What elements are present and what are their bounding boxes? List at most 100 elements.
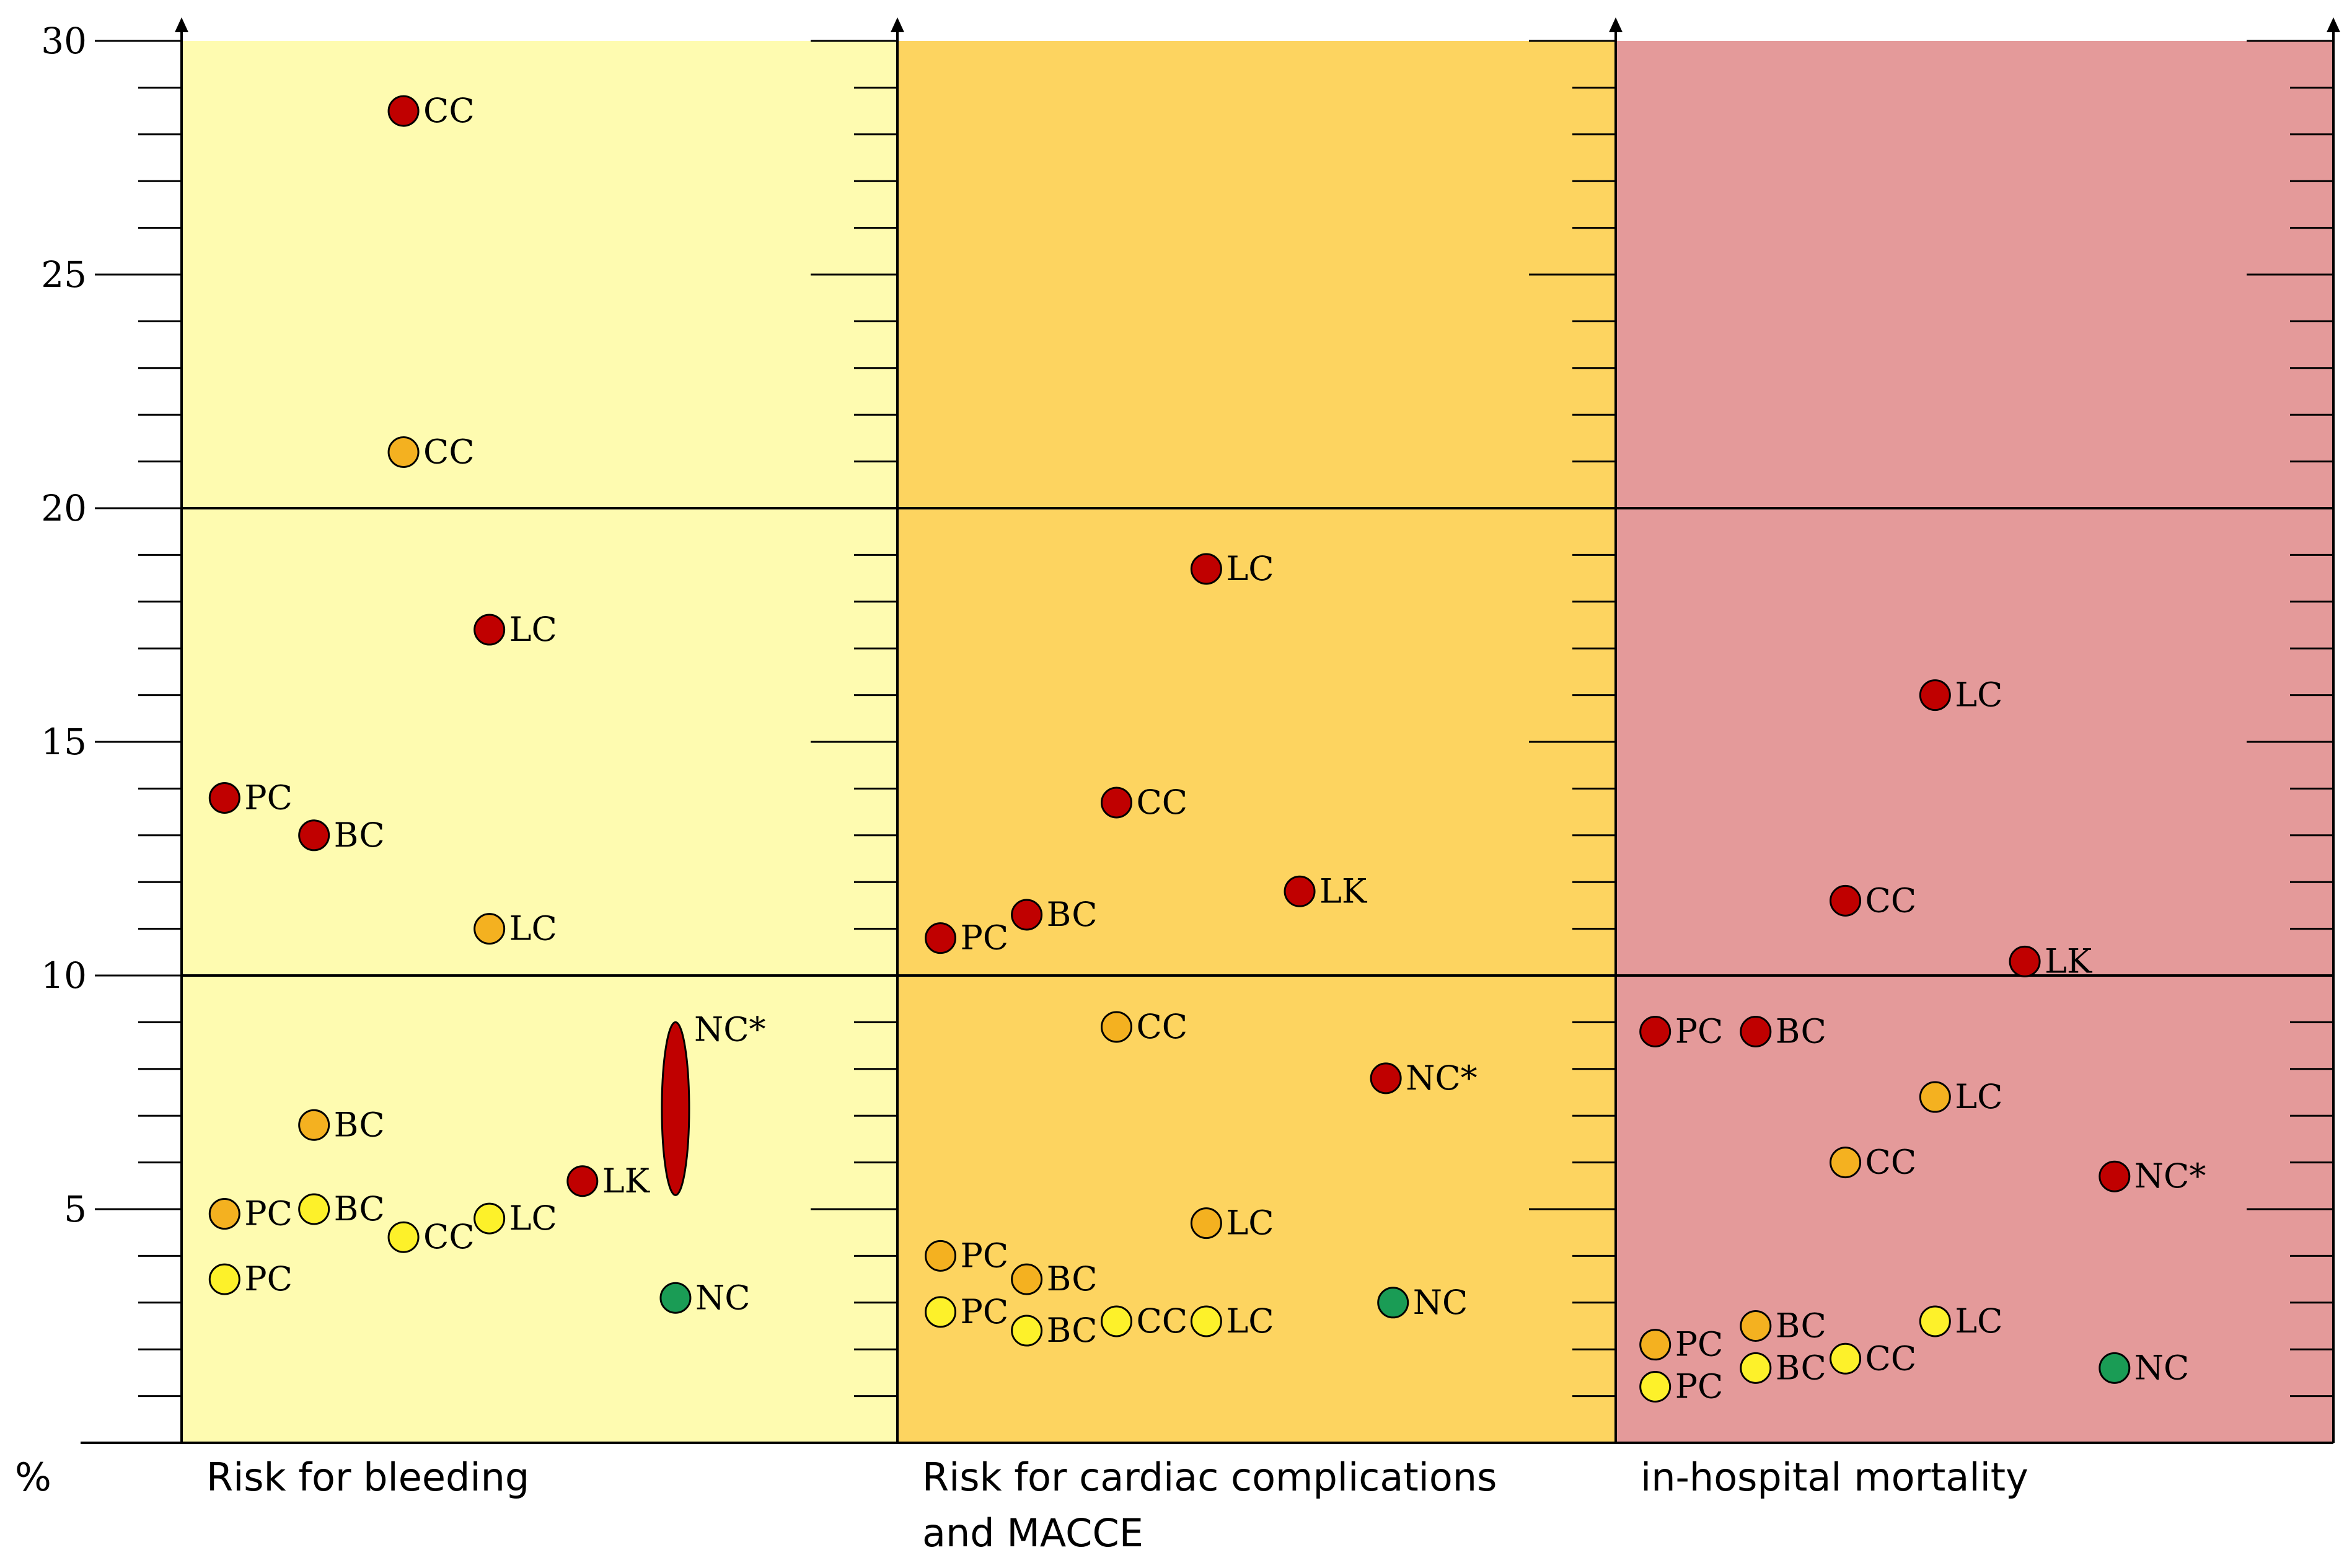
point-label: PC <box>961 1292 1009 1331</box>
point-label: LC <box>509 1199 557 1238</box>
data-point <box>1740 1015 1772 1047</box>
point-label: CC <box>1136 783 1187 822</box>
data-point <box>1740 1310 1772 1342</box>
data-point <box>387 1221 420 1253</box>
point-label: CC <box>1865 881 1917 920</box>
data-point <box>1919 679 1951 711</box>
point-label: CC <box>423 91 475 130</box>
point-label: CC <box>1865 1143 1917 1182</box>
point-label: NC <box>2134 1348 2190 1387</box>
point-label: CC <box>423 433 475 472</box>
data-point <box>1377 1287 1409 1319</box>
y-tick-label: 30 <box>41 20 87 62</box>
data-point <box>1011 1263 1043 1295</box>
y-tick-label: 15 <box>41 721 87 763</box>
data-point <box>473 614 506 646</box>
data-point <box>925 922 957 954</box>
y-tick-label: 25 <box>41 253 87 296</box>
data-point <box>1100 1305 1132 1337</box>
data-point <box>1830 884 1862 917</box>
data-point <box>1740 1352 1772 1384</box>
data-point <box>925 1240 957 1272</box>
point-label: NC <box>1413 1283 1468 1322</box>
point-label: PC <box>244 1194 293 1233</box>
point-label: LC <box>1955 1077 2002 1116</box>
data-point <box>2009 945 2041 977</box>
point-label: CC <box>1865 1339 1917 1378</box>
data-point <box>1639 1015 1672 1047</box>
panel-title: Risk for bleeding <box>206 1455 529 1500</box>
point-label: NC* <box>694 1010 766 1049</box>
data-point <box>566 1165 599 1197</box>
data-point <box>659 1282 692 1314</box>
point-label: PC <box>1675 1325 1724 1364</box>
panel-background <box>897 41 1616 1443</box>
data-point <box>1370 1062 1402 1095</box>
data-point <box>298 1109 330 1141</box>
point-label: LK <box>2045 941 2093 980</box>
point-label: CC <box>1136 1302 1187 1341</box>
data-point <box>473 913 506 945</box>
axis-arrow <box>1609 17 1623 32</box>
point-label: BC <box>1047 895 1098 934</box>
panel-title: and MACCE <box>922 1510 1143 1556</box>
y-tick-label: 5 <box>64 1188 87 1230</box>
point-label: LK <box>602 1161 651 1200</box>
point-label: LC <box>1226 549 1274 588</box>
point-label: LK <box>1319 871 1368 910</box>
data-point <box>387 436 420 469</box>
data-point <box>1830 1342 1862 1375</box>
panel-title: Risk for cardiac complications <box>922 1455 1497 1500</box>
data-point <box>473 1202 506 1235</box>
point-label: NC* <box>2134 1156 2206 1196</box>
point-label: CC <box>423 1217 475 1256</box>
point-label: BC <box>1047 1259 1098 1298</box>
point-label: BC <box>334 1105 385 1144</box>
y-tick-label: 10 <box>41 954 87 997</box>
data-point <box>1830 1147 1862 1179</box>
point-label: PC <box>1675 1367 1724 1406</box>
point-label: LC <box>1955 1302 2002 1341</box>
point-label: PC <box>1675 1011 1724 1050</box>
data-point <box>208 782 240 814</box>
axis-arrow <box>891 17 904 32</box>
point-label: BC <box>334 816 385 855</box>
data-point <box>208 1198 240 1230</box>
axis-arrow <box>2327 17 2340 32</box>
data-point <box>1100 1011 1132 1043</box>
y-axis-label: % <box>15 1455 51 1500</box>
point-label: BC <box>1047 1311 1098 1350</box>
y-tick-label: 20 <box>41 487 87 529</box>
point-label: BC <box>1776 1011 1826 1050</box>
point-label: LC <box>1226 1204 1274 1243</box>
data-point <box>387 95 420 127</box>
point-label: PC <box>244 778 293 817</box>
range-marker <box>661 1021 690 1196</box>
data-point <box>1919 1081 1951 1113</box>
point-label: NC <box>695 1278 751 1317</box>
data-point <box>1100 786 1132 819</box>
data-point <box>1190 1207 1222 1240</box>
data-point <box>1639 1371 1672 1403</box>
point-label: LC <box>509 610 557 649</box>
point-label: LC <box>1955 676 2002 715</box>
point-label: PC <box>961 918 1009 958</box>
panel-background <box>1616 41 2333 1443</box>
data-point <box>298 1193 330 1225</box>
point-label: NC* <box>1406 1059 1478 1098</box>
point-label: LC <box>1226 1302 1274 1341</box>
point-label: PC <box>961 1236 1009 1275</box>
point-label: BC <box>334 1189 385 1228</box>
data-point <box>1639 1329 1672 1361</box>
data-point <box>298 819 330 852</box>
data-point <box>2099 1160 2131 1192</box>
point-label: CC <box>1136 1007 1187 1046</box>
panel-title: in-hospital mortality <box>1641 1455 2028 1500</box>
data-point <box>925 1296 957 1328</box>
data-point <box>1190 1305 1222 1337</box>
data-point <box>1284 875 1316 907</box>
axis-arrow <box>175 17 188 32</box>
data-point <box>1011 899 1043 931</box>
data-point <box>1011 1315 1043 1347</box>
